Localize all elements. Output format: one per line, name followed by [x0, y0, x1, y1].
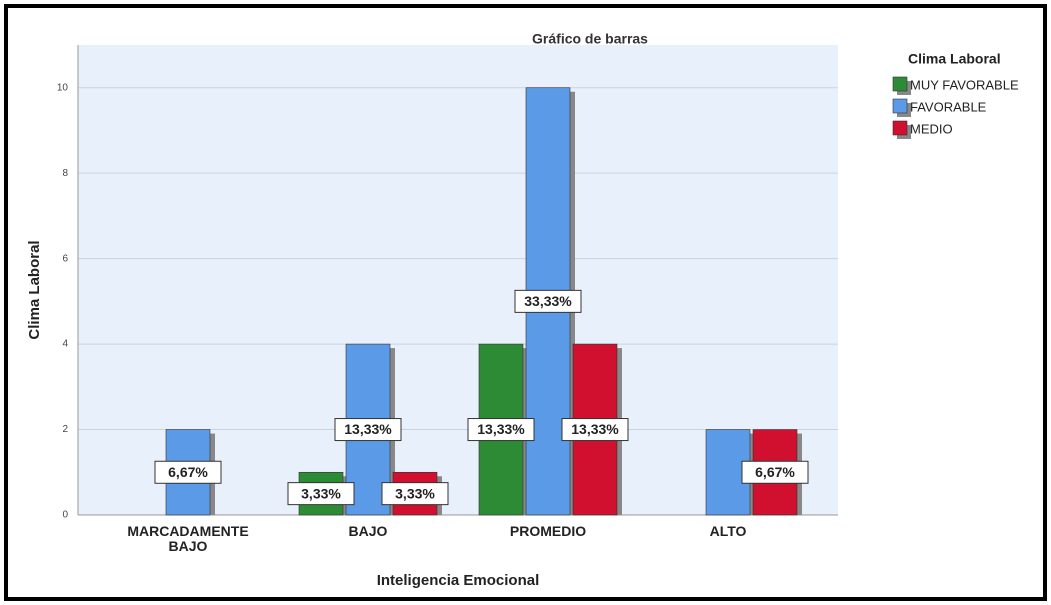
data-label-box: [154, 460, 222, 484]
data-label-box: [514, 289, 582, 313]
legend-swatch: [892, 98, 908, 114]
data-label-box: [561, 418, 629, 442]
data-label: 13,33%: [477, 421, 525, 437]
data-label-box: [467, 418, 535, 442]
y-tick-label: 4: [62, 339, 68, 350]
data-label: 3,33%: [395, 485, 435, 501]
legend-swatch: [892, 120, 908, 136]
data-label: 13,33%: [344, 421, 392, 437]
x-tick-label: ALTO: [709, 523, 747, 539]
y-tick-label: 8: [62, 168, 68, 179]
data-label: 6,67%: [168, 464, 208, 480]
chart-title: Gráfico de barras: [532, 31, 648, 47]
legend-title: Clima Laboral: [908, 51, 1001, 67]
data-label-box: [334, 418, 402, 442]
data-label: 3,33%: [301, 485, 341, 501]
data-label: 6,67%: [755, 464, 795, 480]
x-axis-label: Inteligencia Emocional: [377, 572, 540, 589]
y-tick-label: 2: [62, 424, 68, 435]
data-label-box: [287, 482, 355, 506]
y-tick-label: 10: [57, 82, 69, 93]
data-label: 33,33%: [524, 293, 572, 309]
data-label-box: [741, 460, 809, 484]
legend-label: MUY FAVORABLE: [910, 77, 1019, 92]
legend-label: MEDIO: [910, 121, 953, 136]
data-label: 13,33%: [571, 421, 619, 437]
legend-swatch: [892, 76, 908, 92]
legend-label: FAVORABLE: [910, 99, 987, 114]
y-tick-label: 6: [62, 253, 68, 264]
x-tick-label: BAJO: [348, 523, 388, 539]
data-label-box: [381, 482, 449, 506]
y-axis-label: Clima Laboral: [26, 240, 43, 339]
x-tick-label: PROMEDIO: [509, 523, 587, 539]
y-tick-label: 0: [62, 510, 68, 521]
x-tick-label: MARCADAMENTE BAJO: [127, 523, 249, 554]
